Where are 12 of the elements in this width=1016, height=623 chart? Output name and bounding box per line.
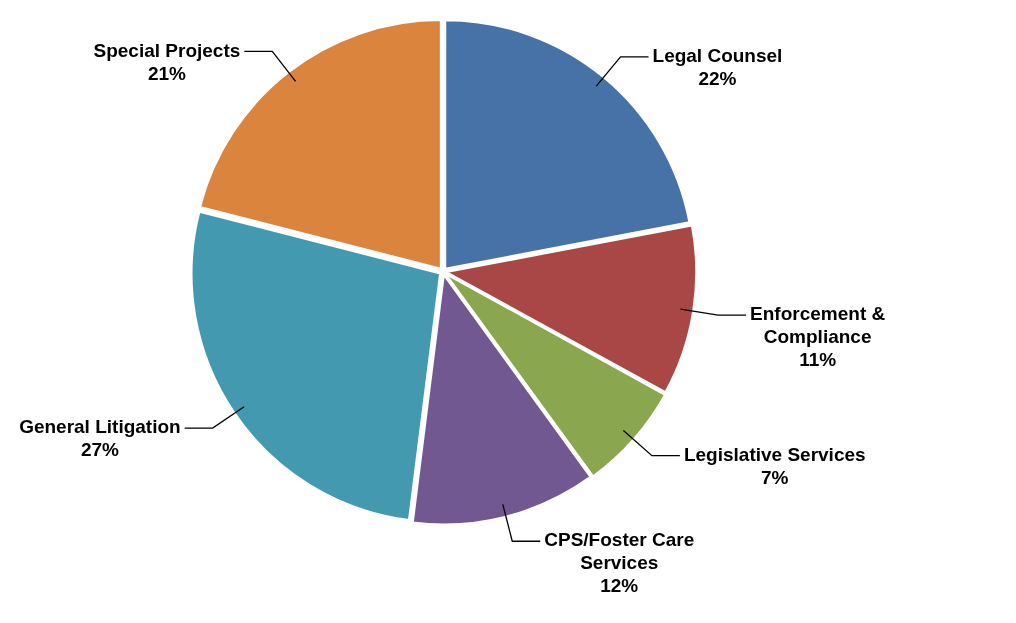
data-label: 11%	[799, 349, 837, 371]
data-label: 22%	[698, 68, 737, 90]
slice-label: Legislative Services	[683, 443, 866, 465]
data-label: 7%	[761, 466, 789, 488]
data-label: 27%	[80, 439, 120, 461]
slice-label: Enforcement & Compliance	[750, 303, 886, 348]
slice-label: General Litigation	[19, 416, 181, 438]
slice-label: Legal Counsel	[652, 45, 783, 67]
data-label: 12%	[600, 575, 639, 597]
slice-label: CPS/Foster Care Services	[544, 529, 695, 574]
slice-label: Special Projects	[93, 39, 241, 61]
data-label: 21%	[147, 62, 187, 84]
